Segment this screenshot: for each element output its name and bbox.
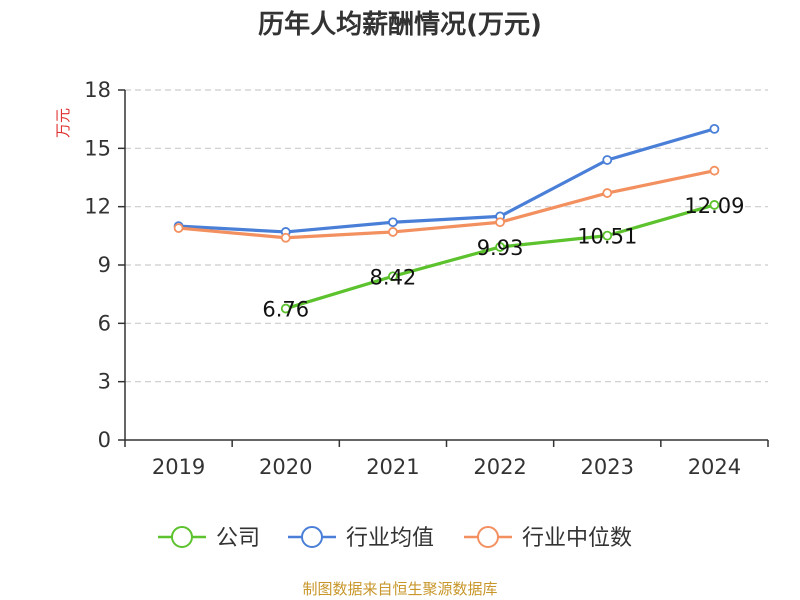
legend-label: 行业中位数 <box>522 526 632 551</box>
data-point <box>709 123 720 134</box>
data-labels: 6.76 8.42 9.93 10.51 12.09 <box>262 194 744 322</box>
y-tick-label: 3 <box>98 370 111 394</box>
chart-title: 历年人均薪酬情况(万元) <box>258 9 542 40</box>
data-point <box>495 242 505 252</box>
legend-item[interactable]: 公司 <box>158 526 260 551</box>
series-line <box>178 127 715 234</box>
y-axis-label: 万元 <box>54 108 72 138</box>
data-label: 8.42 <box>370 265 417 289</box>
legend-marker-icon <box>301 526 323 548</box>
x-tick-label: 2021 <box>366 455 419 479</box>
data-point <box>388 271 398 282</box>
x-tick-label: 2019 <box>152 455 205 479</box>
legend-item[interactable]: 行业中位数 <box>464 526 632 551</box>
series-line <box>178 169 715 240</box>
y-tick-label: 6 <box>98 311 111 335</box>
legend-label: 行业均值 <box>346 526 434 551</box>
y-tick-label: 15 <box>84 136 111 160</box>
data-label: 6.76 <box>262 298 309 322</box>
x-tick-label: 2023 <box>581 455 634 479</box>
grid-lines <box>125 89 768 383</box>
data-label: 12.09 <box>684 194 744 218</box>
legend-marker-icon <box>477 526 499 548</box>
legend-item[interactable]: 行业均值 <box>288 526 434 551</box>
legend-marker-icon <box>171 526 193 548</box>
series-layer <box>173 123 720 314</box>
x-tick-label: 2020 <box>259 455 312 479</box>
y-tick-label: 0 <box>98 428 111 452</box>
data-point <box>602 230 613 241</box>
data-point <box>602 188 613 198</box>
axes: 0 3 6 9 12 15 18 2019 2020 2021 2022 2023 2024 <box>84 78 769 479</box>
y-tick-label: 9 <box>98 253 111 277</box>
x-tick-label: 2022 <box>473 455 526 479</box>
data-point <box>495 217 505 228</box>
data-point <box>173 223 184 233</box>
y-tick-label: 12 <box>84 195 111 219</box>
legend-label: 公司 <box>216 526 260 551</box>
legend[interactable]: 公司 行业均值 行业中位数 <box>158 526 632 551</box>
data-point <box>388 217 398 228</box>
data-point <box>280 232 291 243</box>
y-tick-label: 18 <box>84 78 111 102</box>
data-label: 9.93 <box>477 236 524 260</box>
data-label: 10.51 <box>577 225 637 249</box>
data-point <box>388 227 398 237</box>
data-point <box>280 303 291 314</box>
data-point <box>709 200 720 210</box>
data-point <box>602 155 613 165</box>
x-tick-label: 2024 <box>688 455 741 479</box>
source-note: 制图数据来自恒生聚源数据库 <box>302 580 497 598</box>
data-point <box>709 165 720 176</box>
